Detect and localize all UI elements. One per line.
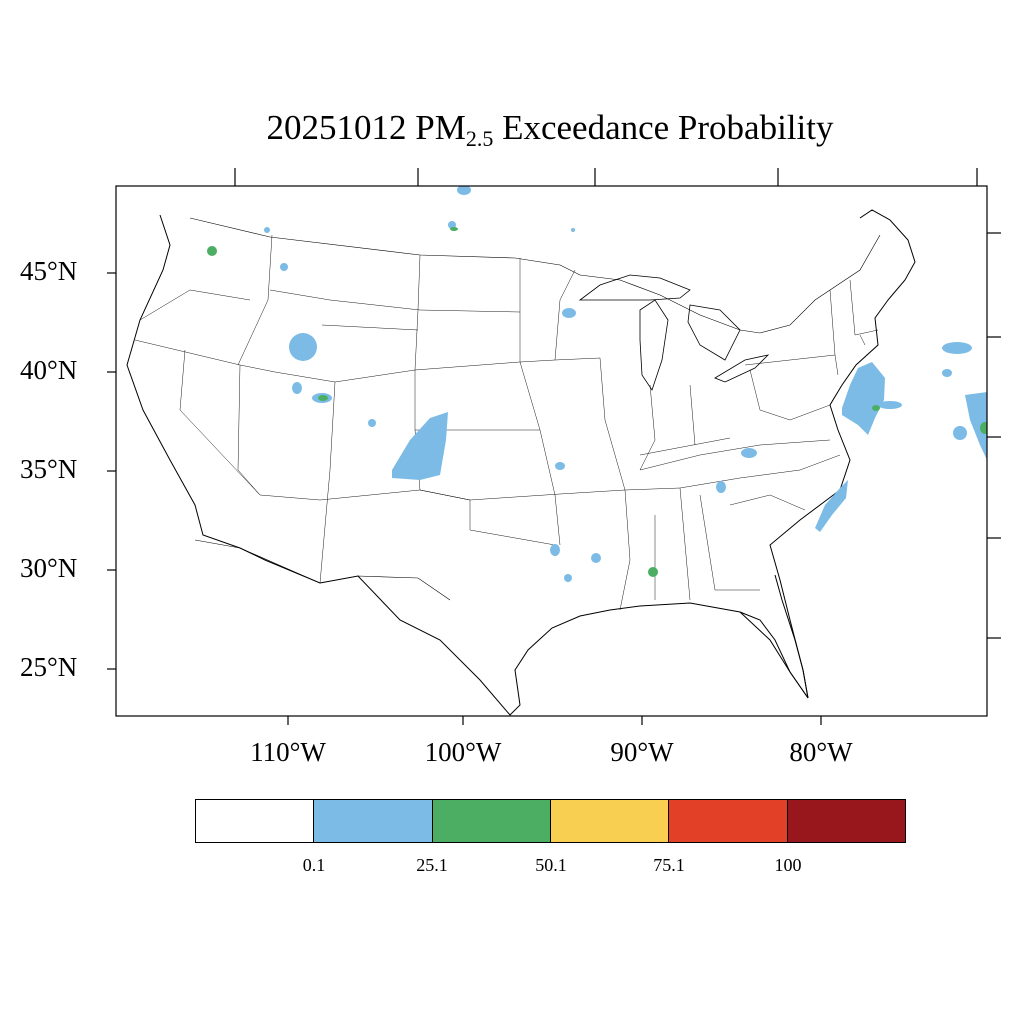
tick-marks <box>107 168 1001 725</box>
colorbar-label-4: 100 <box>774 855 802 875</box>
lon-label-100w: 100°W <box>424 737 502 767</box>
lat-label-35n: 35°N <box>20 454 78 484</box>
colorbar-label-0: 0.1 <box>302 855 326 875</box>
lat-label-30n: 30°N <box>20 553 78 583</box>
lake-erie <box>714 354 770 383</box>
mexico-border <box>194 539 451 601</box>
lat-label-45n: 45°N <box>20 256 78 286</box>
colorbar-segment-4 <box>669 800 788 842</box>
lat-label-25n: 25°N <box>20 652 78 682</box>
colorbar-label-3: 75.1 <box>653 855 685 875</box>
lake-huron <box>687 304 741 361</box>
probability-green-areas <box>207 227 987 577</box>
colorbar-segment-5 <box>787 800 905 842</box>
lon-label-110w: 110°W <box>250 737 326 767</box>
map-title: 20251012 PM2.5 Exceedance Probability <box>266 108 834 151</box>
colorbar-label-1: 25.1 <box>416 855 448 875</box>
colorbar-segment-2 <box>432 800 551 842</box>
colorbar-segment-3 <box>550 800 670 842</box>
probability-blue-areas <box>264 186 987 582</box>
canada-border <box>189 217 881 334</box>
lon-label-90w: 90°W <box>610 737 674 767</box>
map-frame <box>115 185 988 717</box>
colorbar-label-2: 50.1 <box>535 855 567 875</box>
lake-michigan <box>639 299 669 391</box>
state-boundaries <box>134 234 879 611</box>
colorbar-segment-1 <box>314 800 433 842</box>
us-coastline <box>126 209 916 716</box>
lon-label-80w: 80°W <box>789 737 853 767</box>
lake-superior <box>578 274 691 301</box>
florida <box>739 574 809 699</box>
lat-label-40n: 40°N <box>20 355 78 385</box>
colorbar-segment-0 <box>196 800 315 842</box>
colorbar <box>195 799 906 843</box>
